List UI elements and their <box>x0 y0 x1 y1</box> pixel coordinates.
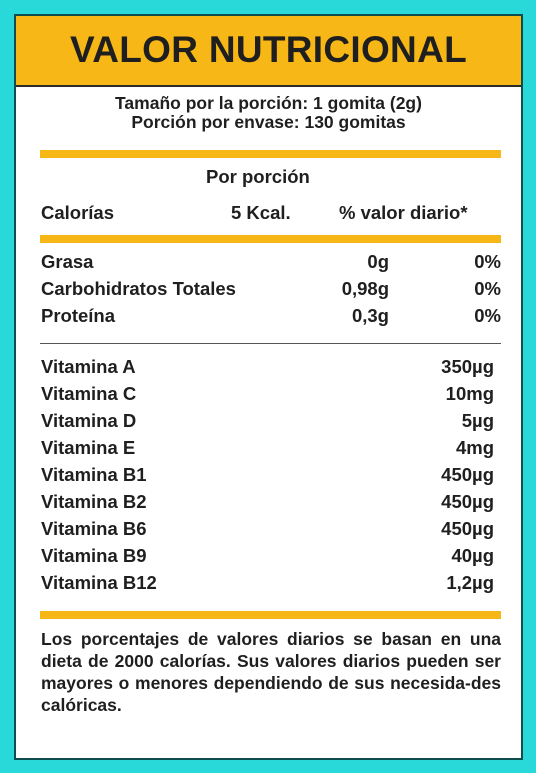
macro-daily-value: 0% <box>474 305 501 326</box>
vitamin-label: Vitamina B2 <box>41 491 147 512</box>
macro-amount: 0g <box>367 251 389 272</box>
vitamin-amount: 4mg <box>455 437 494 458</box>
macro-label: Carbohidratos Totales <box>41 278 236 299</box>
vitamin-label: Vitamina C <box>41 383 137 404</box>
macro-label: Grasa <box>41 251 94 272</box>
vitamin-amount: 40µg <box>451 545 494 566</box>
vitamin-amount: 450µg <box>441 464 494 485</box>
calories-label: Calorías <box>41 202 115 223</box>
serving-size: Tamaño por la porción: 1 gomita (2g) <box>115 93 422 113</box>
vitamin-amount: 1,2µg <box>446 572 494 593</box>
daily-value-header: % valor diario* <box>339 202 468 223</box>
vitamin-label: Vitamina B12 <box>41 572 157 593</box>
divider-bar <box>40 150 501 158</box>
vitamin-label: Vitamina D <box>41 410 137 431</box>
vitamin-label: Vitamina B9 <box>41 545 147 566</box>
vitamin-amount: 5µg <box>461 410 494 431</box>
vitamin-amount: 10mg <box>445 383 494 404</box>
vitamin-amount: 450µg <box>441 518 494 539</box>
calories-value: 5 Kcal. <box>231 202 291 223</box>
macro-daily-value: 0% <box>474 278 501 299</box>
title-banner: VALOR NUTRICIONAL <box>16 16 521 87</box>
vitamin-label: Vitamina B1 <box>41 464 147 485</box>
macro-label: Proteína <box>41 305 116 326</box>
vitamin-label: Vitamina E <box>41 437 136 458</box>
divider-line <box>40 343 501 344</box>
divider-bar <box>40 235 501 243</box>
macro-amount: 0,3g <box>351 305 389 326</box>
servings-per-container: Porción por envase: 130 gomitas <box>131 112 406 132</box>
per-serving-heading: Por porción <box>206 166 310 187</box>
macro-amount: 0,98g <box>341 278 389 299</box>
divider-bar <box>40 611 501 619</box>
macro-daily-value: 0% <box>474 251 501 272</box>
footnote: Los porcentajes de valores diarios se ba… <box>41 629 501 715</box>
vitamin-label: Vitamina A <box>41 356 136 377</box>
nutrition-label: VALOR NUTRICIONAL Tamaño por la porción:… <box>14 14 523 760</box>
vitamin-amount: 350µg <box>441 356 494 377</box>
vitamin-amount: 450µg <box>441 491 494 512</box>
label-title: VALOR NUTRICIONAL <box>70 29 467 70</box>
vitamin-label: Vitamina B6 <box>41 518 147 539</box>
